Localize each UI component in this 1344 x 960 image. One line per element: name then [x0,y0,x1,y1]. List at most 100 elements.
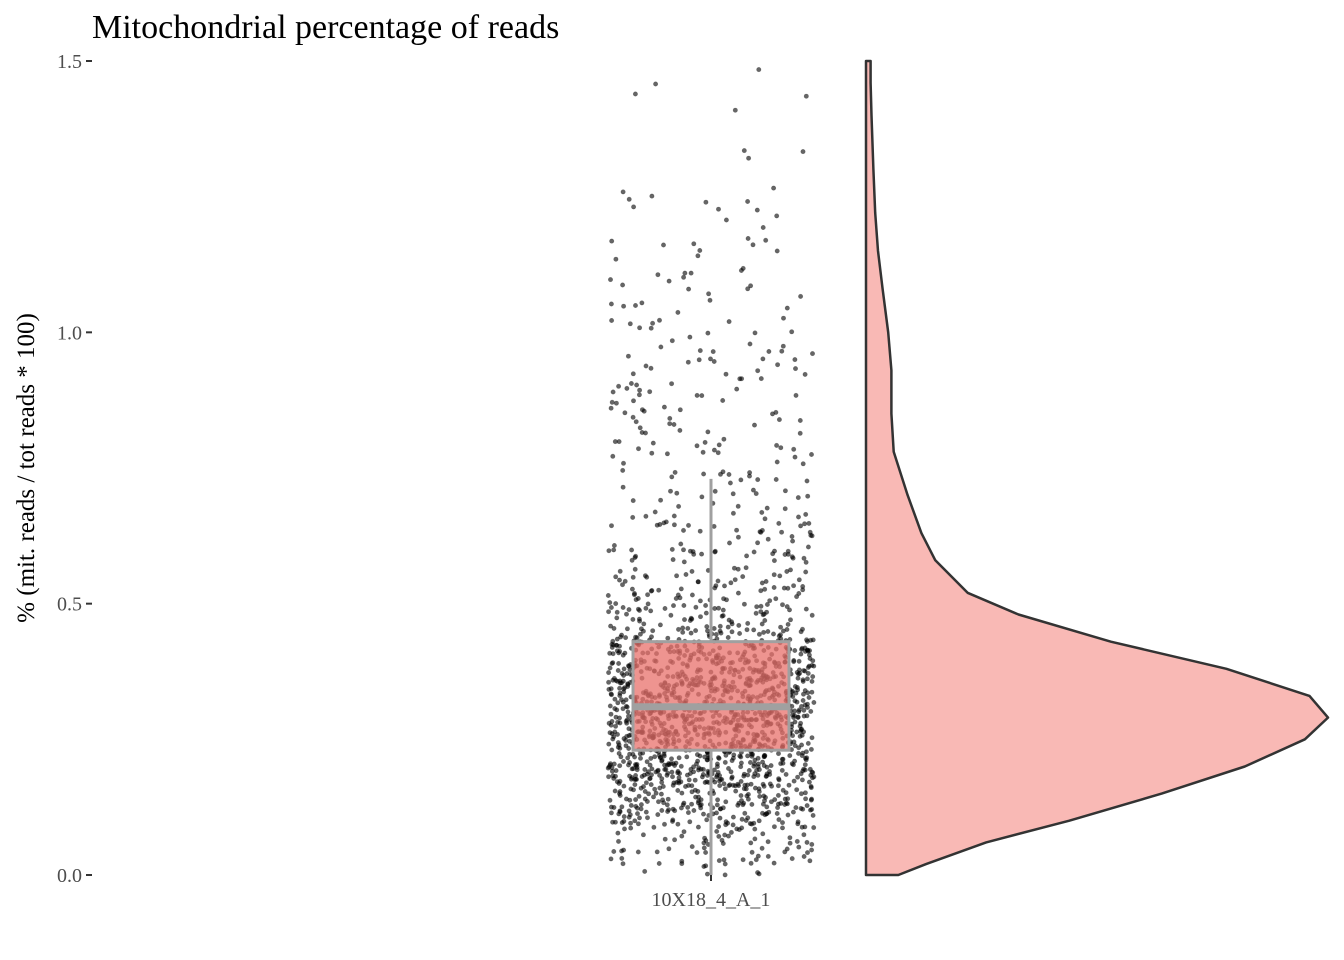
data-point [805,493,811,499]
data-point [789,329,795,335]
data-point [775,362,781,368]
data-point [649,587,655,593]
y-tick-label: 1.0 [57,322,82,344]
data-point [635,849,641,855]
data-point [803,569,809,575]
data-point [684,754,690,760]
data-point [791,714,797,720]
data-point [811,774,817,780]
data-point [621,303,627,309]
data-point [726,471,732,477]
data-point [794,838,800,844]
data-point [810,812,816,818]
data-point [638,626,644,632]
data-point [618,697,624,703]
data-point [608,810,614,816]
data-point [676,755,682,761]
data-point [620,467,626,473]
data-point [785,548,791,554]
data-point [718,630,724,636]
data-point [695,788,701,794]
data-point [607,650,613,656]
data-point [800,583,806,589]
data-point [792,647,798,653]
data-point [755,853,761,859]
data-point [697,248,703,254]
data-point [763,578,769,584]
data-point [656,317,662,323]
data-point [672,808,678,814]
data-point [714,802,720,808]
data-point [715,769,721,775]
data-point [667,421,673,427]
data-point [715,755,721,761]
data-point [717,806,723,812]
data-point [644,759,650,765]
data-point [810,658,816,664]
data-point [764,601,770,607]
data-point [672,469,678,475]
data-point [670,557,676,563]
data-point [673,595,679,601]
data-point [742,810,748,816]
data-point [806,520,812,526]
data-point [661,404,667,410]
data-point [641,621,647,627]
data-point [795,819,801,825]
data-point [704,624,710,630]
data-point [762,586,768,592]
data-point [771,860,777,866]
data-point [736,783,742,789]
data-point [610,819,616,825]
data-point [663,766,669,772]
data-point [726,783,732,789]
data-point [741,601,747,607]
data-point [798,726,804,732]
data-point [659,779,665,785]
data-point [776,417,782,423]
data-point [801,555,807,561]
data-point [731,565,737,571]
data-point [643,513,649,519]
data-point [805,664,811,670]
data-point [681,602,687,608]
data-point [751,763,757,769]
data-point [756,631,762,637]
data-point [800,149,806,155]
data-point [785,796,791,802]
data-point [782,849,788,855]
data-point [699,774,705,780]
data-point [648,755,654,761]
data-point [756,767,762,773]
data-point [739,816,745,822]
data-point [667,488,673,494]
data-point [635,446,641,452]
data-point [610,389,616,395]
data-point [654,522,660,528]
data-point [691,241,697,247]
data-point [738,778,744,784]
data-point [809,351,815,357]
data-point [644,771,650,777]
data-point [749,849,755,855]
data-point [771,584,777,590]
data-point [653,769,659,775]
data-point [611,547,617,553]
data-point [710,349,716,355]
data-point [722,786,728,792]
data-point [683,571,689,577]
data-point [681,559,687,565]
data-point [761,629,767,635]
data-point [798,523,804,529]
data-point [792,454,798,460]
data-point [615,700,621,706]
data-point [738,477,744,483]
data-point [779,820,785,826]
data-point [791,446,797,452]
data-point [786,607,792,613]
data-point [642,766,648,772]
data-point [804,676,810,682]
data-point [689,783,695,789]
data-point [774,459,780,465]
data-point [612,696,618,702]
